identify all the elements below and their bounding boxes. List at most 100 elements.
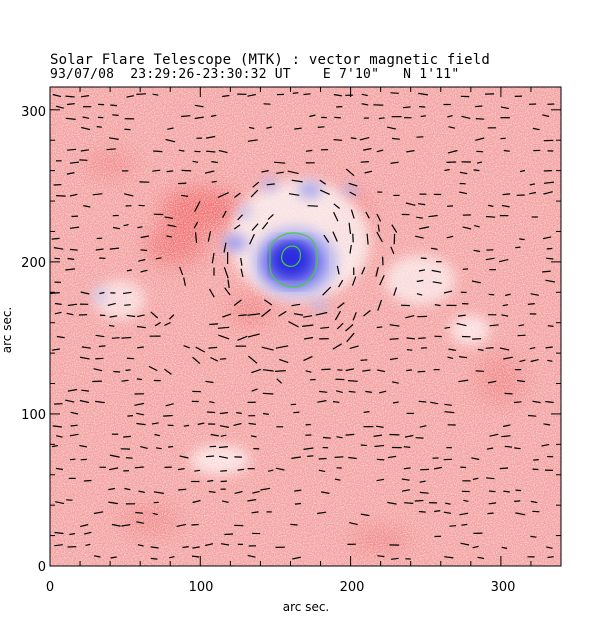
field-vector: [240, 268, 244, 278]
field-vector: [109, 247, 120, 250]
field-vector: [546, 546, 553, 549]
field-vector: [252, 181, 260, 188]
field-vector: [164, 322, 171, 327]
field-vector: [532, 510, 540, 513]
field-vector: [263, 299, 273, 306]
field-vector: [69, 248, 78, 251]
field-vector: [153, 150, 163, 153]
field-vector: [418, 337, 426, 340]
field-vector: [211, 252, 215, 264]
field-vector: [513, 401, 522, 404]
field-vector: [545, 400, 554, 404]
field-vector: [444, 168, 450, 172]
field-vector: [336, 390, 343, 393]
field-vector: [65, 399, 75, 403]
field-vector: [376, 425, 384, 428]
field-vector: [207, 411, 216, 414]
field-vector: [401, 489, 411, 492]
field-vector: [251, 223, 259, 231]
field-vector: [121, 379, 129, 382]
field-vector: [428, 214, 438, 218]
field-vector: [67, 148, 77, 151]
field-vector: [473, 169, 480, 172]
field-vector: [477, 556, 485, 560]
field-vector: [514, 500, 521, 502]
field-vector: [376, 149, 384, 153]
field-vector: [418, 92, 429, 96]
field-vector: [418, 400, 427, 403]
field-vector: [136, 422, 146, 426]
field-vector: [361, 93, 368, 97]
field-vector: [93, 368, 103, 372]
field-vector: [195, 346, 205, 353]
field-vector: [197, 422, 205, 426]
field-vector: [178, 488, 187, 491]
x-tick-label: 100: [189, 580, 214, 595]
field-vector: [140, 446, 148, 449]
field-vector: [514, 447, 521, 450]
field-vector: [293, 313, 304, 316]
axis-ticks: [49, 87, 562, 567]
field-vector: [547, 325, 554, 327]
field-vector: [447, 149, 458, 154]
field-vector: [317, 511, 327, 515]
field-vector: [322, 436, 331, 439]
field-vector: [125, 457, 133, 459]
field-vector: [336, 322, 344, 330]
field-vector: [251, 388, 258, 392]
field-vector: [278, 310, 287, 317]
field-vector: [218, 455, 229, 459]
field-vector: [205, 135, 216, 139]
field-vector: [267, 469, 274, 472]
field-vector: [351, 276, 357, 286]
field-vector: [336, 436, 343, 439]
field-vector: [233, 224, 241, 230]
field-vector: [252, 490, 260, 494]
field-vector: [406, 349, 413, 351]
field-vector: [54, 544, 63, 547]
field-vector: [420, 115, 426, 118]
field-vector: [416, 216, 423, 219]
field-vector: [126, 357, 135, 360]
field-vector: [446, 235, 454, 239]
field-vector: [69, 458, 76, 461]
field-vector: [247, 499, 257, 502]
magnetogram-image: [50, 87, 561, 566]
field-vector: [111, 337, 120, 339]
field-vector: [279, 358, 289, 364]
field-vector: [419, 425, 427, 428]
field-vector: [209, 323, 219, 326]
field-vector: [250, 435, 257, 438]
field-vector: [501, 546, 508, 549]
field-vector: [56, 195, 66, 197]
field-vector: [505, 293, 511, 297]
field-vector: [401, 478, 410, 481]
field-vector: [365, 390, 372, 393]
field-vector: [332, 401, 340, 403]
field-vector: [166, 170, 174, 173]
field-vector: [108, 501, 118, 505]
field-vector: [81, 346, 91, 349]
field-vector: [500, 106, 509, 110]
field-vector: [504, 392, 513, 395]
field-vector: [350, 209, 355, 219]
field-vector: [503, 356, 513, 360]
field-vector: [542, 114, 550, 118]
field-vector: [292, 92, 299, 94]
field-vector: [194, 232, 198, 244]
field-vector: [222, 500, 229, 503]
field-vector: [109, 137, 119, 140]
field-vector: [291, 456, 301, 459]
field-vector: [502, 424, 511, 428]
field-vector: [293, 411, 300, 414]
field-vector: [275, 467, 285, 471]
field-vector: [291, 303, 301, 307]
field-vector: [419, 491, 429, 494]
field-vector: [501, 435, 511, 438]
field-vector: [334, 310, 342, 321]
field-vector: [262, 369, 274, 372]
field-vector: [434, 304, 441, 307]
field-vector: [472, 477, 479, 481]
field-vector: [533, 459, 539, 461]
field-vector: [136, 378, 142, 381]
